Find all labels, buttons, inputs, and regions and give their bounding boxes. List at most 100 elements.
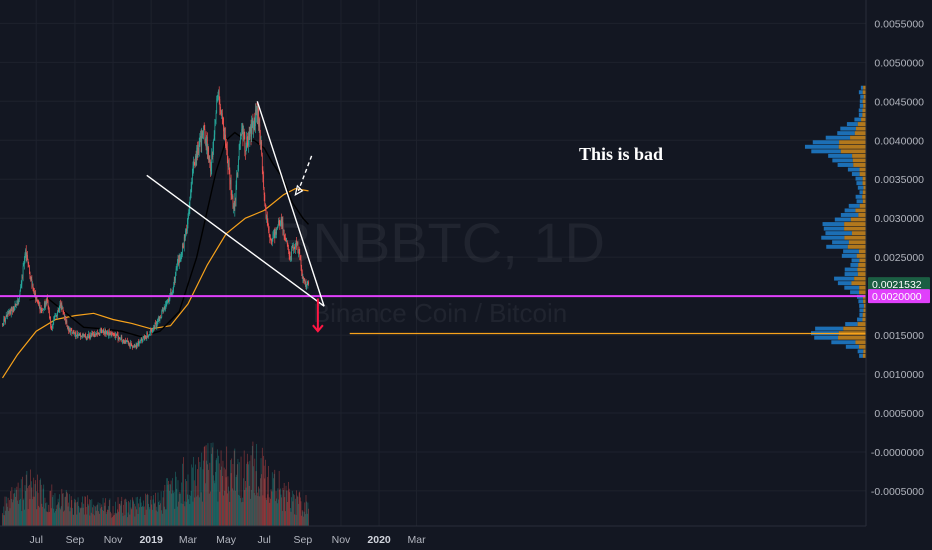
volume-bar — [283, 490, 284, 526]
profile-bar-up — [860, 94, 864, 99]
candle-body — [280, 218, 282, 225]
profile-bar-up — [831, 340, 856, 345]
volume-bar — [22, 500, 24, 526]
volume-bar — [37, 474, 38, 526]
candle-body — [280, 224, 281, 226]
volume-bar — [84, 496, 86, 526]
candle-body — [189, 198, 191, 208]
candle-body — [206, 136, 208, 152]
volume-bar — [24, 485, 26, 526]
candle-body — [275, 232, 277, 234]
candle-body — [267, 221, 269, 228]
candle-body — [270, 238, 272, 241]
volume-bar — [167, 478, 168, 526]
volume-bar — [183, 501, 185, 526]
candle-body — [173, 279, 175, 287]
volume-bar — [129, 514, 131, 526]
candle-body — [7, 313, 8, 317]
candle-body — [250, 126, 252, 137]
volume-bar — [213, 480, 215, 526]
volume-bar — [241, 502, 243, 526]
volume-bar — [266, 499, 268, 526]
candle-body — [90, 334, 92, 336]
candle-body — [174, 279, 176, 281]
candle-body — [241, 125, 243, 130]
profile-bar-down — [857, 272, 866, 277]
price-axis-background — [866, 0, 932, 550]
candle-body — [178, 259, 179, 265]
volume-bar — [76, 514, 78, 526]
volume-bar — [2, 515, 4, 526]
candle-body — [4, 319, 5, 321]
volume-bar — [237, 458, 239, 526]
volume-bar — [138, 507, 140, 526]
volume-bar — [65, 496, 66, 526]
candle-body — [243, 131, 245, 136]
candle-body — [196, 147, 198, 160]
profile-bar-down — [863, 185, 866, 190]
profile-bar-up — [814, 335, 839, 340]
candle-body — [248, 132, 250, 140]
volume-bar — [157, 511, 158, 526]
volume-bar — [259, 496, 261, 526]
volume-bar — [252, 441, 254, 526]
candle-body — [7, 313, 9, 315]
candle-body — [287, 244, 289, 250]
volume-bar — [33, 477, 35, 526]
candle-body — [72, 331, 74, 333]
volume-bar — [218, 455, 219, 526]
candle-body — [159, 316, 161, 321]
candle-body — [142, 340, 143, 342]
volume-bar — [48, 511, 50, 526]
candle-body — [275, 232, 276, 238]
volume-bar — [231, 488, 233, 526]
candle-body — [203, 125, 204, 133]
volume-bar — [201, 452, 203, 526]
volume-bar — [302, 511, 304, 526]
profile-bar-up — [850, 290, 860, 295]
candle-body — [138, 343, 140, 346]
time-tick-label: Mar — [407, 534, 426, 546]
candle-body — [213, 140, 214, 149]
time-axis[interactable]: Jul Sep Nov 2019 Mar May Jul Sep Nov 2020 Mar — [0, 525, 866, 546]
profile-bar-up — [851, 258, 860, 263]
candle-body — [218, 90, 220, 100]
profile-bar-down — [861, 117, 866, 122]
candle-body — [51, 327, 53, 329]
volume-bar — [48, 504, 50, 526]
candle-body — [63, 312, 65, 318]
profile-bar-down — [862, 176, 866, 181]
candle-body — [265, 206, 267, 219]
candle-body — [123, 342, 125, 344]
candle-body — [122, 339, 124, 341]
candle-body — [100, 329, 101, 331]
drawings[interactable] — [0, 101, 866, 307]
candle-body — [12, 310, 13, 312]
candle-body — [198, 147, 199, 154]
candle-body — [50, 317, 51, 326]
volume-bar — [14, 493, 15, 526]
volume-bar — [205, 445, 207, 526]
candle-body — [37, 300, 38, 302]
volume-bar — [172, 490, 174, 526]
candle-body — [181, 255, 183, 257]
volume-bar — [148, 503, 149, 526]
candle-body — [114, 334, 116, 338]
profile-bar-down — [858, 263, 866, 267]
candle-body — [221, 113, 223, 116]
candle-body — [96, 332, 98, 335]
candle-body — [5, 318, 6, 322]
price-axis[interactable]: 0.0055000 0.0050000 0.0045000 0.0040000 0.00… — [865, 0, 932, 550]
volume-bar — [32, 499, 33, 526]
volume-bar — [141, 506, 143, 526]
candle-body — [291, 247, 293, 249]
candle-body — [103, 330, 105, 333]
volume-bar — [146, 494, 148, 526]
candle-body — [263, 175, 264, 188]
volume-bar — [307, 502, 309, 526]
candle-body — [25, 249, 27, 258]
volume-bar — [261, 447, 263, 526]
volume-bar — [7, 506, 8, 526]
profile-bar-down — [862, 317, 866, 322]
